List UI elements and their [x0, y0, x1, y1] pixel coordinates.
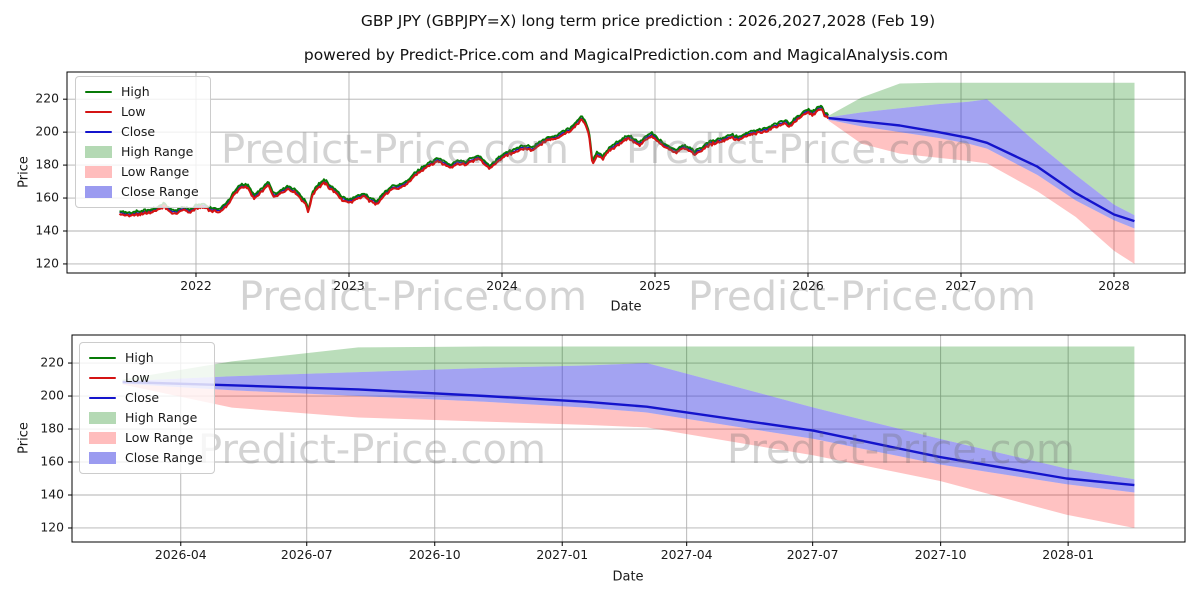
close-forecast-line [828, 116, 1135, 223]
x-tick-label: 2022 [180, 278, 212, 293]
y-tick-label: 180 [35, 157, 59, 172]
legend-item-close-range: Close Range [89, 450, 203, 466]
legend-item-close: Close [85, 124, 199, 140]
watermark-text: Predict-Price.com [221, 127, 569, 173]
legend-item-high: High [89, 350, 203, 366]
y-tick-label: 220 [40, 355, 64, 370]
legend-item-label: High [121, 83, 150, 99]
x-tick-label: 2027-10 [915, 547, 967, 562]
y-tick-label: 200 [40, 388, 64, 403]
legend-line-swatch [85, 90, 112, 94]
legend-item-label: Low [121, 103, 146, 119]
legend-item-label: Close [121, 123, 156, 139]
legend-item-low-range: Low Range [89, 430, 203, 446]
figure-subtitle: powered by Predict-Price.com and Magical… [303, 46, 949, 64]
legend-line-swatch [89, 396, 116, 400]
legend-item-high-range: High Range [85, 144, 199, 160]
high-range-band [122, 346, 1135, 480]
legend-patch-swatch [85, 166, 112, 178]
legend-item-high-range: High Range [89, 410, 203, 426]
watermark-text: Predict-Price.com [688, 274, 1036, 320]
legend-patch-swatch [89, 412, 116, 424]
high-line-history [119, 104, 830, 215]
figure-title: GBP JPY (GBPJPY=X) long term price predi… [360, 12, 936, 30]
x-tick-label: 2027-04 [661, 547, 713, 562]
high-range-band [828, 82, 1135, 216]
legend-patch-swatch [89, 452, 116, 464]
legend-patch-swatch [89, 432, 116, 444]
low-range-band [122, 383, 1135, 528]
legend-item-label: High Range [121, 143, 194, 159]
y-tick-label: 180 [40, 421, 64, 436]
close-range-band [122, 363, 1135, 493]
close-forecast-line [122, 380, 1135, 487]
legend-item-close: Close [89, 390, 203, 406]
watermark-text: Predict-Price.com [198, 427, 546, 473]
legend-item-label: Low [125, 369, 150, 385]
legend-item-label: Close Range [125, 449, 203, 465]
legend-item-label: Close Range [121, 183, 199, 199]
x-tick-label: 2028 [1098, 278, 1130, 293]
forecast-detail: Predict-Price.com Predict-Price.com 120 140… [40, 334, 1186, 562]
legend-line-swatch [85, 130, 112, 134]
legend-item-label: Low Range [121, 163, 190, 179]
plot-data [118, 82, 1135, 264]
x-tick-label: 2026 [792, 278, 824, 293]
x-tick-label: 2026-10 [409, 547, 461, 562]
y-tick-label: 140 [35, 222, 59, 237]
x-tick-label: 2028-01 [1042, 547, 1094, 562]
watermark-text: Predict-Price.com [239, 274, 587, 320]
legend-item-high: High [85, 84, 199, 100]
legend-item-low: Low [89, 370, 203, 386]
plot-border [71, 334, 1186, 543]
bottom-chart-y-axis-label: Price [16, 422, 32, 454]
legend-item-low-range: Low Range [85, 164, 199, 180]
watermark-text: Predict-Price.com [727, 427, 1075, 473]
plot-border [66, 71, 1186, 274]
x-tick-label: 2027-01 [536, 547, 588, 562]
y-tick-label: 120 [35, 255, 59, 270]
x-tick-label: 2023 [333, 278, 365, 293]
y-tick-label: 200 [35, 124, 59, 139]
legend-item-label: Close [125, 389, 160, 405]
x-tick-label: 2027 [945, 278, 977, 293]
x-tick-label: 2024 [486, 278, 518, 293]
price-history-and-forecast: Predict-Price.com Predict-Price.com Predic… [35, 71, 1186, 320]
y-tick-label: 140 [40, 486, 64, 501]
close-range-band [828, 99, 1135, 229]
top-chart-legend: High Low Close High Range Low Range Close Ran… [75, 76, 211, 208]
low-range-band [828, 119, 1135, 264]
watermark-text: Predict-Price.com [626, 127, 974, 173]
bottom-chart-x-axis-label: Date [612, 569, 644, 585]
legend-patch-swatch [85, 186, 112, 198]
y-tick-label: 220 [35, 91, 59, 106]
x-tick-label: 2026-04 [155, 547, 207, 562]
plot-data [122, 346, 1135, 528]
top-chart-x-axis-label: Date [610, 299, 642, 315]
legend-patch-swatch [85, 146, 112, 158]
x-tick-label: 2026-07 [281, 547, 333, 562]
bottom-chart-legend: High Low Close High Range Low Range Close Ran… [79, 342, 215, 474]
legend-item-label: Low Range [125, 429, 194, 445]
low-line-history [118, 108, 830, 218]
y-tick-label: 160 [35, 190, 59, 205]
top-chart-y-axis-label: Price [16, 156, 32, 188]
legend-item-close-range: Close Range [85, 184, 199, 200]
legend-line-swatch [85, 110, 112, 114]
y-tick-label: 160 [40, 454, 64, 469]
legend-line-swatch [89, 376, 116, 380]
legend-item-label: High [125, 349, 154, 365]
legend-item-label: High Range [125, 409, 198, 425]
x-tick-label: 2027-07 [787, 547, 839, 562]
legend-line-swatch [89, 356, 116, 360]
x-tick-label: 2025 [639, 278, 671, 293]
legend-item-low: Low [85, 104, 199, 120]
close-line-history [119, 106, 829, 216]
y-tick-label: 120 [40, 519, 64, 534]
